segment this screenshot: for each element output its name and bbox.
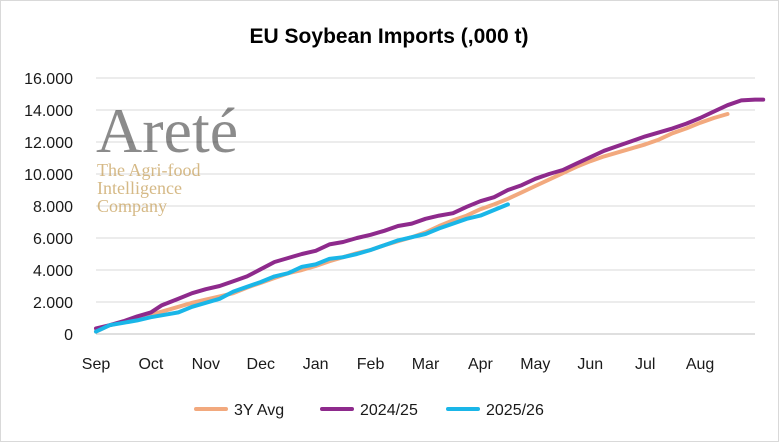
legend-label-2024-25: 2024/25: [360, 402, 418, 419]
x-tick-label: Apr: [468, 356, 494, 373]
y-tick-label: 12.000: [24, 135, 73, 152]
x-axis: Sep Oct Nov Dec Jan Feb Mar Apr May Jun Jul Aug: [82, 356, 715, 373]
chart-title: EU Soybean Imports (,000 t): [250, 25, 529, 48]
series-line-2024-25: [94, 97, 766, 331]
x-tick-label: Mar: [412, 356, 440, 373]
x-tick-label: Nov: [192, 356, 220, 373]
legend-label-3y-avg: 3Y Avg: [234, 402, 284, 419]
series-line-2025-26: [94, 202, 510, 334]
watermark-tagline: The Agri-food: [97, 160, 200, 180]
y-tick-label: 2.000: [33, 295, 73, 312]
x-tick-label: Jul: [635, 356, 655, 373]
x-tick-label: Aug: [686, 356, 714, 373]
y-tick-label: 10.000: [24, 167, 73, 184]
y-tick-label: 0: [64, 327, 73, 344]
y-axis: 0 2.000 4.000 6.000 8.000 10.000 12.000 14.000 1…: [24, 71, 73, 344]
x-tick-label: Jan: [303, 356, 329, 373]
watermark-tagline: Intelligence: [97, 178, 182, 198]
x-tick-label: Sep: [82, 356, 111, 373]
y-tick-label: 14.000: [24, 103, 73, 120]
y-tick-label: 16.000: [24, 71, 73, 88]
legend-label-2025-26: 2025/26: [486, 402, 544, 419]
y-tick-label: 6.000: [33, 231, 73, 248]
y-tick-label: 8.000: [33, 199, 73, 216]
x-tick-label: Feb: [357, 356, 385, 373]
watermark-tagline: Company: [97, 196, 167, 216]
y-tick-label: 4.000: [33, 263, 73, 280]
x-tick-label: Dec: [247, 356, 275, 373]
x-tick-label: May: [520, 356, 550, 373]
x-tick-label: Jun: [577, 356, 603, 373]
watermark-brand: Areté: [96, 95, 238, 166]
series-lines: [94, 97, 766, 334]
x-tick-label: Oct: [138, 356, 163, 373]
legend: 3Y Avg 2024/25 2025/26: [194, 402, 544, 419]
